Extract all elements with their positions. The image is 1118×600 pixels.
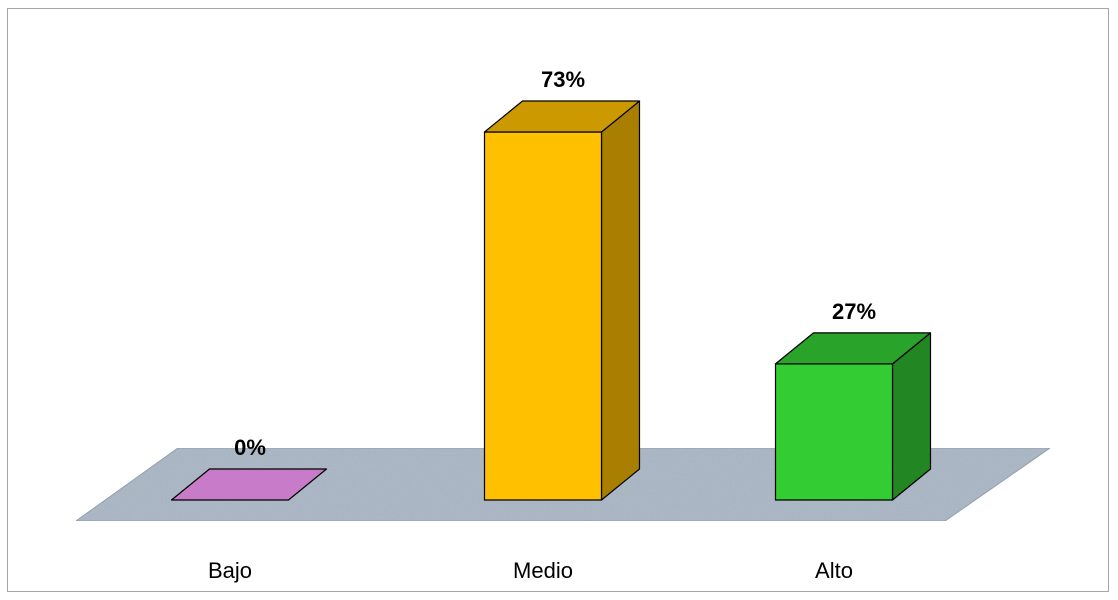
bar-medio: [483, 100, 641, 501]
x-tick-label-bajo: Bajo: [208, 558, 252, 583]
bar-front-face: [483, 131, 603, 501]
data-label-medio: 73%: [541, 67, 585, 92]
bar-bajo: [170, 468, 328, 501]
data-label-bajo: 0%: [234, 435, 266, 460]
bar-alto: [774, 332, 932, 501]
data-label-alto: 27%: [832, 299, 876, 324]
bar-top-face: [483, 100, 641, 133]
bar-side-face: [600, 100, 641, 501]
bar-top-face: [170, 468, 328, 501]
bar-top-face: [774, 332, 932, 365]
x-tick-label-alto: Alto: [815, 558, 853, 583]
bar-front-face: [774, 363, 894, 501]
x-tick-label-medio: Medio: [513, 558, 573, 583]
